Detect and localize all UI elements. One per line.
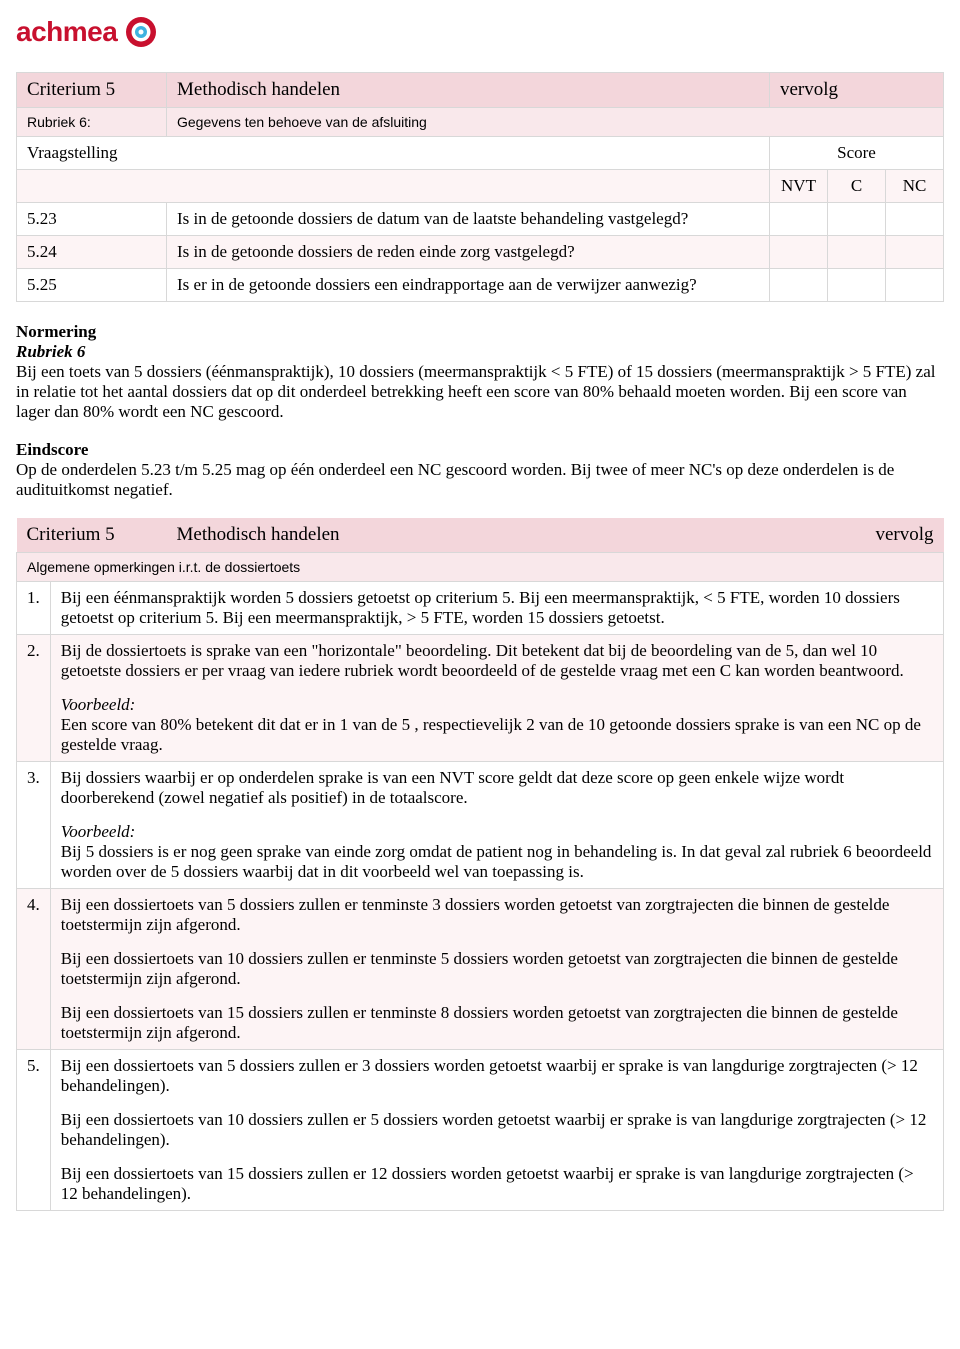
question-num: 5.25 [17, 269, 167, 302]
note-row: 4. Bij een dossiertoets van 5 dossiers z… [17, 889, 944, 1050]
note-body: Bij een dossiertoets van 5 dossiers zull… [50, 889, 943, 1050]
score-cell [770, 269, 828, 302]
normering-section: Normering Rubriek 6 Bij een toets van 5 … [16, 322, 944, 422]
note-body: Bij een dossiertoets van 5 dossiers zull… [50, 1050, 943, 1211]
logo: achmea [16, 16, 944, 48]
score-cell [828, 269, 886, 302]
score-cols-row: NVT C NC [17, 170, 944, 203]
criterium-title: Methodisch handelen [167, 518, 712, 552]
normering-head: Normering [16, 322, 944, 342]
note-num: 1. [17, 582, 51, 635]
alg-head-row: Algemene opmerkingen i.r.t. de dossierto… [17, 553, 944, 582]
question-row: 5.25 Is er in de getoonde dossiers een e… [17, 269, 944, 302]
note-para: Bij een dossiertoets van 5 dossiers zull… [61, 895, 933, 935]
question-text: Is in de getoonde dossiers de datum van … [167, 203, 770, 236]
eindscore-head: Eindscore [16, 440, 944, 460]
note-para: Bij een dossiertoets van 5 dossiers zull… [61, 1056, 933, 1096]
score-cell [886, 236, 944, 269]
notes-table: Criterium 5 Methodisch handelen vervolg … [16, 518, 944, 1211]
voorbeeld-label: Voorbeeld: [61, 695, 136, 714]
criterium-vervolg: vervolg [770, 73, 944, 108]
eindscore-section: Eindscore Op de onderdelen 5.23 t/m 5.25… [16, 440, 944, 500]
voorbeeld-text: Bij 5 dossiers is er nog geen sprake van… [61, 842, 932, 881]
score-cell [770, 203, 828, 236]
question-text: Is in de getoonde dossiers de reden eind… [167, 236, 770, 269]
note-num: 3. [17, 762, 51, 889]
note-num: 2. [17, 635, 51, 762]
question-text: Is er in de getoonde dossiers een eindra… [167, 269, 770, 302]
note-para: Bij dossiers waarbij er op onderdelen sp… [61, 768, 933, 808]
note-para: Bij een dossiertoets van 15 dossiers zul… [61, 1164, 933, 1204]
note-para: Bij een éénmanspraktijk worden 5 dossier… [61, 588, 933, 628]
vraagstelling-row: Vraagstelling Score [17, 137, 944, 170]
voorbeeld-text: Een score van 80% betekent dit dat er in… [61, 715, 921, 754]
rubriek-label: Rubriek 6: [17, 108, 167, 137]
criterium-vervolg: vervolg [711, 518, 943, 552]
question-row: 5.24 Is in de getoonde dossiers de reden… [17, 236, 944, 269]
col-c: C [828, 170, 886, 203]
note-para: Bij een dossiertoets van 10 dossiers zul… [61, 949, 933, 989]
vraagstelling-label: Vraagstelling [17, 137, 770, 170]
col-nc: NC [886, 170, 944, 203]
note-body: Bij een éénmanspraktijk worden 5 dossier… [50, 582, 943, 635]
question-row: 5.23 Is in de getoonde dossiers de datum… [17, 203, 944, 236]
logo-icon [125, 16, 157, 48]
note-row: 1. Bij een éénmanspraktijk worden 5 doss… [17, 582, 944, 635]
criterium-label: Criterium 5 [17, 518, 167, 552]
eindscore-body: Op de onderdelen 5.23 t/m 5.25 mag op éé… [16, 460, 944, 500]
voorbeeld-label: Voorbeeld: [61, 822, 136, 841]
score-cell [886, 269, 944, 302]
score-cell [828, 203, 886, 236]
criterium-label: Criterium 5 [17, 73, 167, 108]
rubriek-row: Rubriek 6: Gegevens ten behoeve van de a… [17, 108, 944, 137]
col-nvt: NVT [770, 170, 828, 203]
note-row: 2. Bij de dossiertoets is sprake van een… [17, 635, 944, 762]
normering-body: Bij een toets van 5 dossiers (éénmanspra… [16, 362, 944, 422]
question-num: 5.24 [17, 236, 167, 269]
alg-head: Algemene opmerkingen i.r.t. de dossierto… [17, 553, 944, 582]
question-num: 5.23 [17, 203, 167, 236]
score-cell [886, 203, 944, 236]
rubriek-text: Gegevens ten behoeve van de afsluiting [167, 108, 944, 137]
note-num: 4. [17, 889, 51, 1050]
score-cell [828, 236, 886, 269]
note-para: Bij een dossiertoets van 15 dossiers zul… [61, 1003, 933, 1043]
note-body: Bij dossiers waarbij er op onderdelen sp… [50, 762, 943, 889]
criterium-header-row: Criterium 5 Methodisch handelen vervolg [17, 73, 944, 108]
note-num: 5. [17, 1050, 51, 1211]
note-row: 3. Bij dossiers waarbij er op onderdelen… [17, 762, 944, 889]
note-row: 5. Bij een dossiertoets van 5 dossiers z… [17, 1050, 944, 1211]
note-para: Bij een dossiertoets van 10 dossiers zul… [61, 1110, 933, 1150]
logo-text: achmea [16, 16, 117, 48]
normering-sub: Rubriek 6 [16, 342, 944, 362]
score-label: Score [770, 137, 944, 170]
rubric-table: Criterium 5 Methodisch handelen vervolg … [16, 72, 944, 302]
note-para: Bij de dossiertoets is sprake van een "h… [61, 641, 933, 681]
criterium-header-row: Criterium 5 Methodisch handelen vervolg [17, 518, 944, 553]
empty-cell [17, 170, 770, 203]
score-cell [770, 236, 828, 269]
note-body: Bij de dossiertoets is sprake van een "h… [50, 635, 943, 762]
criterium-title: Methodisch handelen [167, 73, 770, 108]
